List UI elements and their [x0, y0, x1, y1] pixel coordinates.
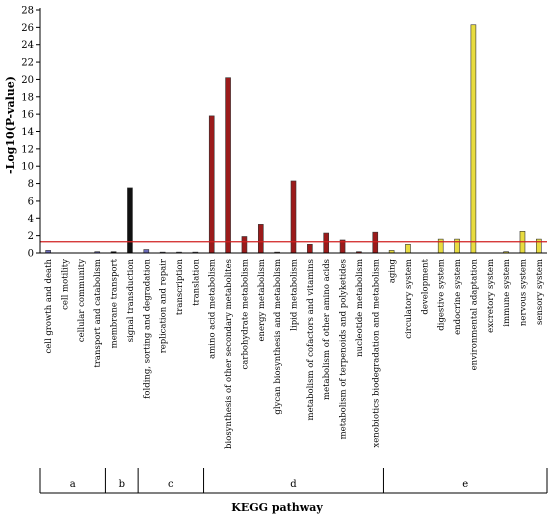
group-label: e: [462, 479, 468, 490]
category-labels: cell growth and death cell motility cellul…: [44, 258, 545, 449]
x-category-label: translation: [191, 258, 201, 305]
y-tick-label: 28: [21, 6, 34, 17]
bar: [225, 77, 231, 254]
bar: [405, 244, 411, 254]
y-tick-label: 20: [21, 75, 34, 86]
y-tick-label: 8: [28, 179, 34, 190]
x-category-label: sensory system: [535, 259, 545, 325]
y-tick-label: 12: [21, 144, 34, 155]
x-category-label: amino acid metabolism: [208, 259, 218, 359]
y-tick-label: 6: [28, 196, 34, 207]
x-category-label: metabolism of cofactors and vitamins: [306, 259, 316, 420]
bar: [307, 244, 313, 254]
x-category-label: excretory system: [486, 259, 496, 333]
x-category-label: folding, sorting and degradation: [142, 258, 152, 398]
y-tick-label: 16: [21, 110, 34, 121]
y-tick-label: 10: [21, 162, 34, 173]
x-category-label: development: [420, 258, 430, 314]
x-category-label: cell growth and death: [44, 258, 54, 353]
bar: [372, 231, 379, 254]
x-category-label: replication and repair: [159, 258, 169, 353]
bar: [143, 249, 150, 254]
x-category-label: carbohydrate metabolism: [240, 259, 250, 369]
group-label: b: [119, 479, 125, 490]
y-tick-label: 14: [21, 127, 34, 138]
y-tick-label: 26: [21, 23, 34, 34]
x-category-label: membrane transport: [110, 258, 120, 348]
y-tick-label: 4: [28, 214, 34, 225]
x-category-label: energy metabolism: [257, 259, 267, 342]
bar: [257, 224, 264, 254]
x-axis-title: KEGG pathway: [231, 501, 323, 514]
y-tick-label: 18: [21, 92, 34, 103]
axes: [39, 8, 547, 254]
x-category-label: endocrine system: [453, 259, 463, 335]
bar: [241, 236, 248, 254]
bar: [323, 232, 330, 254]
bar: [127, 187, 133, 254]
x-category-label: glycan biosynthesis and metabolism: [273, 259, 283, 415]
x-category-label: nervous system: [518, 259, 528, 326]
x-category-label: signal transduction: [126, 258, 136, 342]
x-category-label: lipid metabolism: [290, 259, 300, 331]
bars: [45, 24, 542, 254]
x-category-label: aging: [388, 258, 398, 283]
x-category-label: metabolism of terpenoids and polyketides: [339, 259, 349, 439]
group-label: d: [290, 479, 297, 490]
y-tick-label: 24: [21, 40, 34, 51]
x-category-label: metabolism of other amino acids: [322, 259, 332, 400]
x-category-label: transcription: [175, 258, 185, 315]
x-category-label: cellular community: [77, 259, 87, 342]
y-tick-label: 2: [28, 231, 34, 242]
bar: [208, 115, 215, 254]
x-category-label: environmental adaptation: [469, 258, 479, 370]
y-tick-label: 22: [21, 58, 34, 69]
group-label: c: [168, 479, 174, 490]
x-category-label: xenobiotics biodegradation and metabolis…: [371, 259, 381, 448]
x-category-label: transport and catabolism: [93, 259, 103, 368]
x-category-label: biosynthesis of other secondary metaboli…: [224, 259, 234, 449]
x-category-label: digestive system: [437, 259, 447, 331]
x-category-label: cell motility: [61, 259, 71, 310]
group-label: a: [70, 479, 76, 490]
x-category-label: immune system: [502, 259, 512, 327]
x-category-label: circulatory system: [404, 259, 414, 339]
y-axis-title: -Log10(P-value): [4, 76, 17, 174]
y-tick-label: 0: [28, 249, 34, 260]
group-brackets: a b c d e: [39, 468, 548, 494]
x-category-label: nucleotide metabolism: [355, 259, 365, 357]
bar: [470, 24, 477, 254]
